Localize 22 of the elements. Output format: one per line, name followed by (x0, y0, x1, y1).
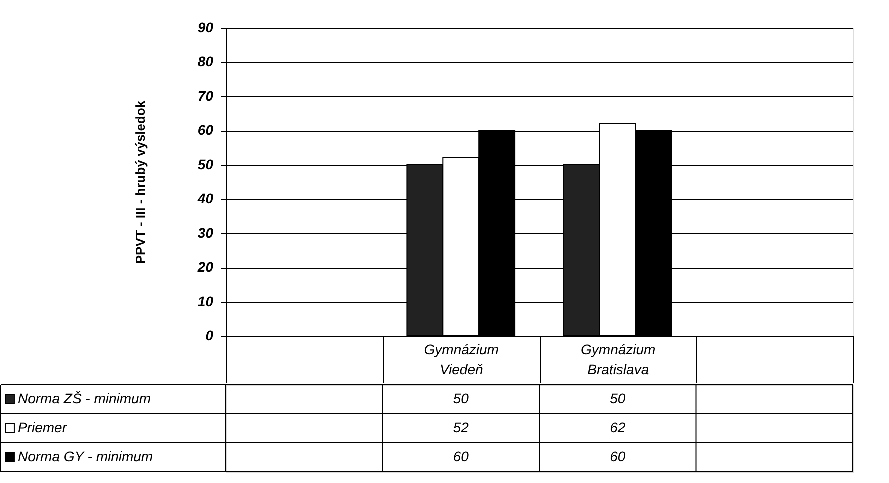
legend-label: Norma GY - minimum (18, 448, 154, 464)
y-tick-label: 40 (196, 190, 214, 207)
x-tick-label: Gymnázium Viedeň (424, 342, 500, 378)
y-tick-label: 80 (198, 54, 214, 70)
data-label: 60 (453, 448, 470, 464)
data-label: 52 (453, 420, 470, 436)
y-tick-label: 30 (198, 224, 214, 241)
data-label: 50 (610, 390, 626, 406)
y-tick-label: 20 (196, 259, 214, 276)
data-label: 50 (453, 390, 470, 406)
y-tick-label: 10 (198, 293, 214, 310)
y-tick-label: 60 (198, 122, 214, 138)
y-tick-label: 50 (198, 156, 214, 172)
y-axis-title: PPVT - III - hrubý výsledok (132, 100, 148, 264)
y-tick-label: 0 (206, 328, 214, 344)
x-tick-label: Gymnázium Bratislava (581, 342, 656, 378)
y-tick-label: 90 (198, 20, 214, 36)
data-label: 62 (610, 420, 626, 436)
legend-label: Priemer (18, 420, 68, 436)
y-tick-label: 70 (198, 88, 214, 104)
data-label: 60 (610, 448, 626, 464)
legend-label: Norma ZŠ - minimum (18, 390, 152, 406)
